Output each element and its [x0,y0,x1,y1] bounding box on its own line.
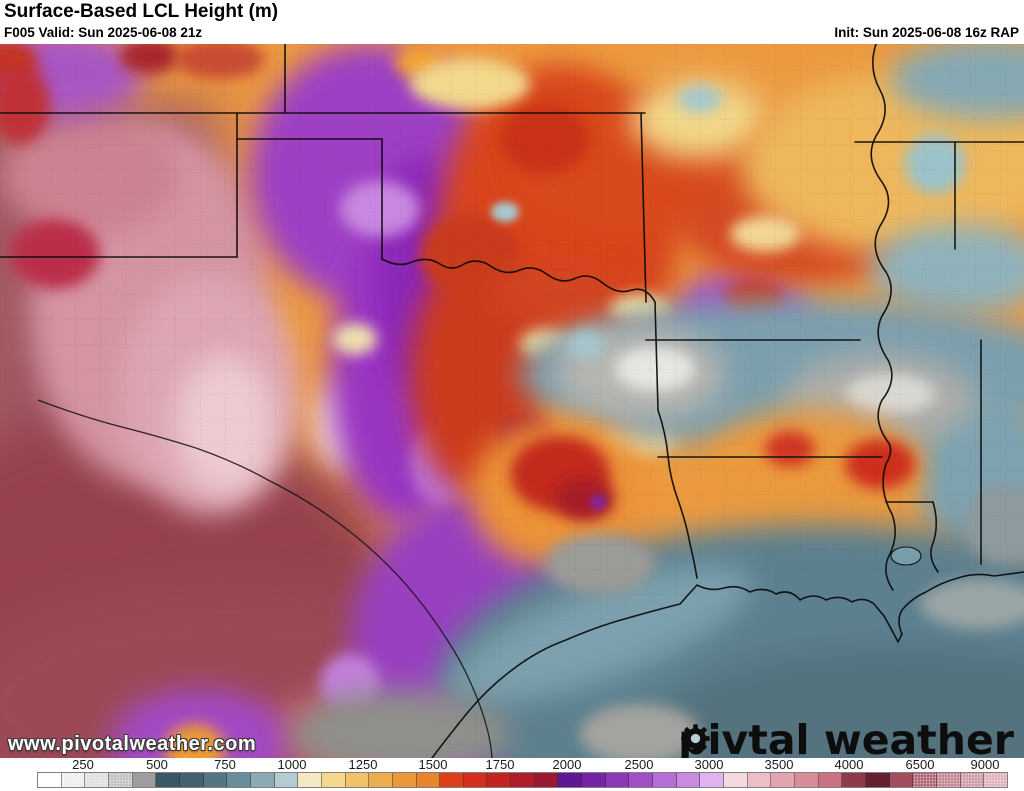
colorbar-cell [960,773,985,787]
init-time-label: Init: Sun 2025-06-08 16z RAP [834,25,1019,40]
colorbar-cells [37,772,1008,788]
colorbar-tick-label: 2500 [624,757,654,772]
colorbar-tick-label: 4000 [834,757,864,772]
watermark: www.pivotalweather.com [8,733,257,755]
colorbar-cell [321,773,346,787]
colorbar-cell [984,773,1007,787]
colorbar-cell [416,773,441,787]
colorbar-cell [298,773,322,787]
colorbar-cell [795,773,819,787]
colorbar-tick-label: 1000 [277,757,307,772]
colorbar-cell [653,773,677,787]
header: Surface-Based LCL Height (m) F005 Valid:… [0,0,1024,44]
colorbar-cell [392,773,417,787]
colorbar-tick-label: 3000 [694,757,724,772]
colorbar-cell [227,773,251,787]
valid-time-label: F005 Valid: Sun 2025-06-08 21z [4,25,203,40]
colorbar-cell [85,773,109,787]
colorbar-cell [818,773,843,787]
colorbar-cell [747,773,772,787]
colorbar-ticks: 250 500 750 1000 1250 1500 1750 2000 2500 3000 350… [37,758,1008,772]
colorbar-cell [38,773,62,787]
colorbar-tick-label: 2000 [552,757,582,772]
colorbar-cell [771,773,795,787]
colorbar-cell [936,773,961,787]
colorbar-cell [369,773,393,787]
colorbar-cell [842,773,866,787]
colorbar-tick-label: 1250 [348,757,378,772]
colorbar-cell [582,773,606,787]
colorbar-tick-label: 3500 [764,757,794,772]
colorbar-cell [558,773,583,787]
colorbar-cell [889,773,914,787]
colorbar-tick-label: 1750 [485,757,515,772]
colorbar-cell [865,773,890,787]
colorbar-tick-label: 750 [214,757,236,772]
colorbar-cell [463,773,488,787]
colorbar: 250 500 750 1000 1250 1500 1750 2000 2500 3000 350… [0,758,1024,791]
colorbar-cell [440,773,464,787]
colorbar-cell [700,773,725,787]
colorbar-tick-label: 6500 [905,757,935,772]
colorbar-cell [534,773,559,787]
colorbar-cell [724,773,748,787]
colorbar-cell [179,773,204,787]
colorbar-cell [250,773,275,787]
colorbar-cell [156,773,180,787]
gear-icon [681,724,710,753]
colorbar-cell [203,773,228,787]
colorbar-tick-label: 250 [72,757,94,772]
lcl-height-map-graphic [0,44,1024,758]
map-area: www.pivotalweather.com piv tal weather [0,44,1024,758]
colorbar-cell [274,773,299,787]
colorbar-cell [913,773,937,787]
colorbar-tick-label: 500 [146,757,168,772]
colorbar-tick-label: 1500 [418,757,448,772]
pivotal-weather-logo: piv tal weather [678,716,1014,758]
logo-text-tal-weather: tal weather [748,716,1014,758]
colorbar-cell [108,773,133,787]
page-title: Surface-Based LCL Height (m) [4,1,279,22]
colorbar-tick-label: 9000 [970,757,1000,772]
colorbar-cell [629,773,654,787]
colorbar-cell [605,773,630,787]
colorbar-cell [487,773,512,787]
colorbar-cell [61,773,86,787]
colorbar-cell [676,773,701,787]
colorbar-cell [132,773,157,787]
colorbar-cell [345,773,370,787]
colorbar-cell [511,773,535,787]
